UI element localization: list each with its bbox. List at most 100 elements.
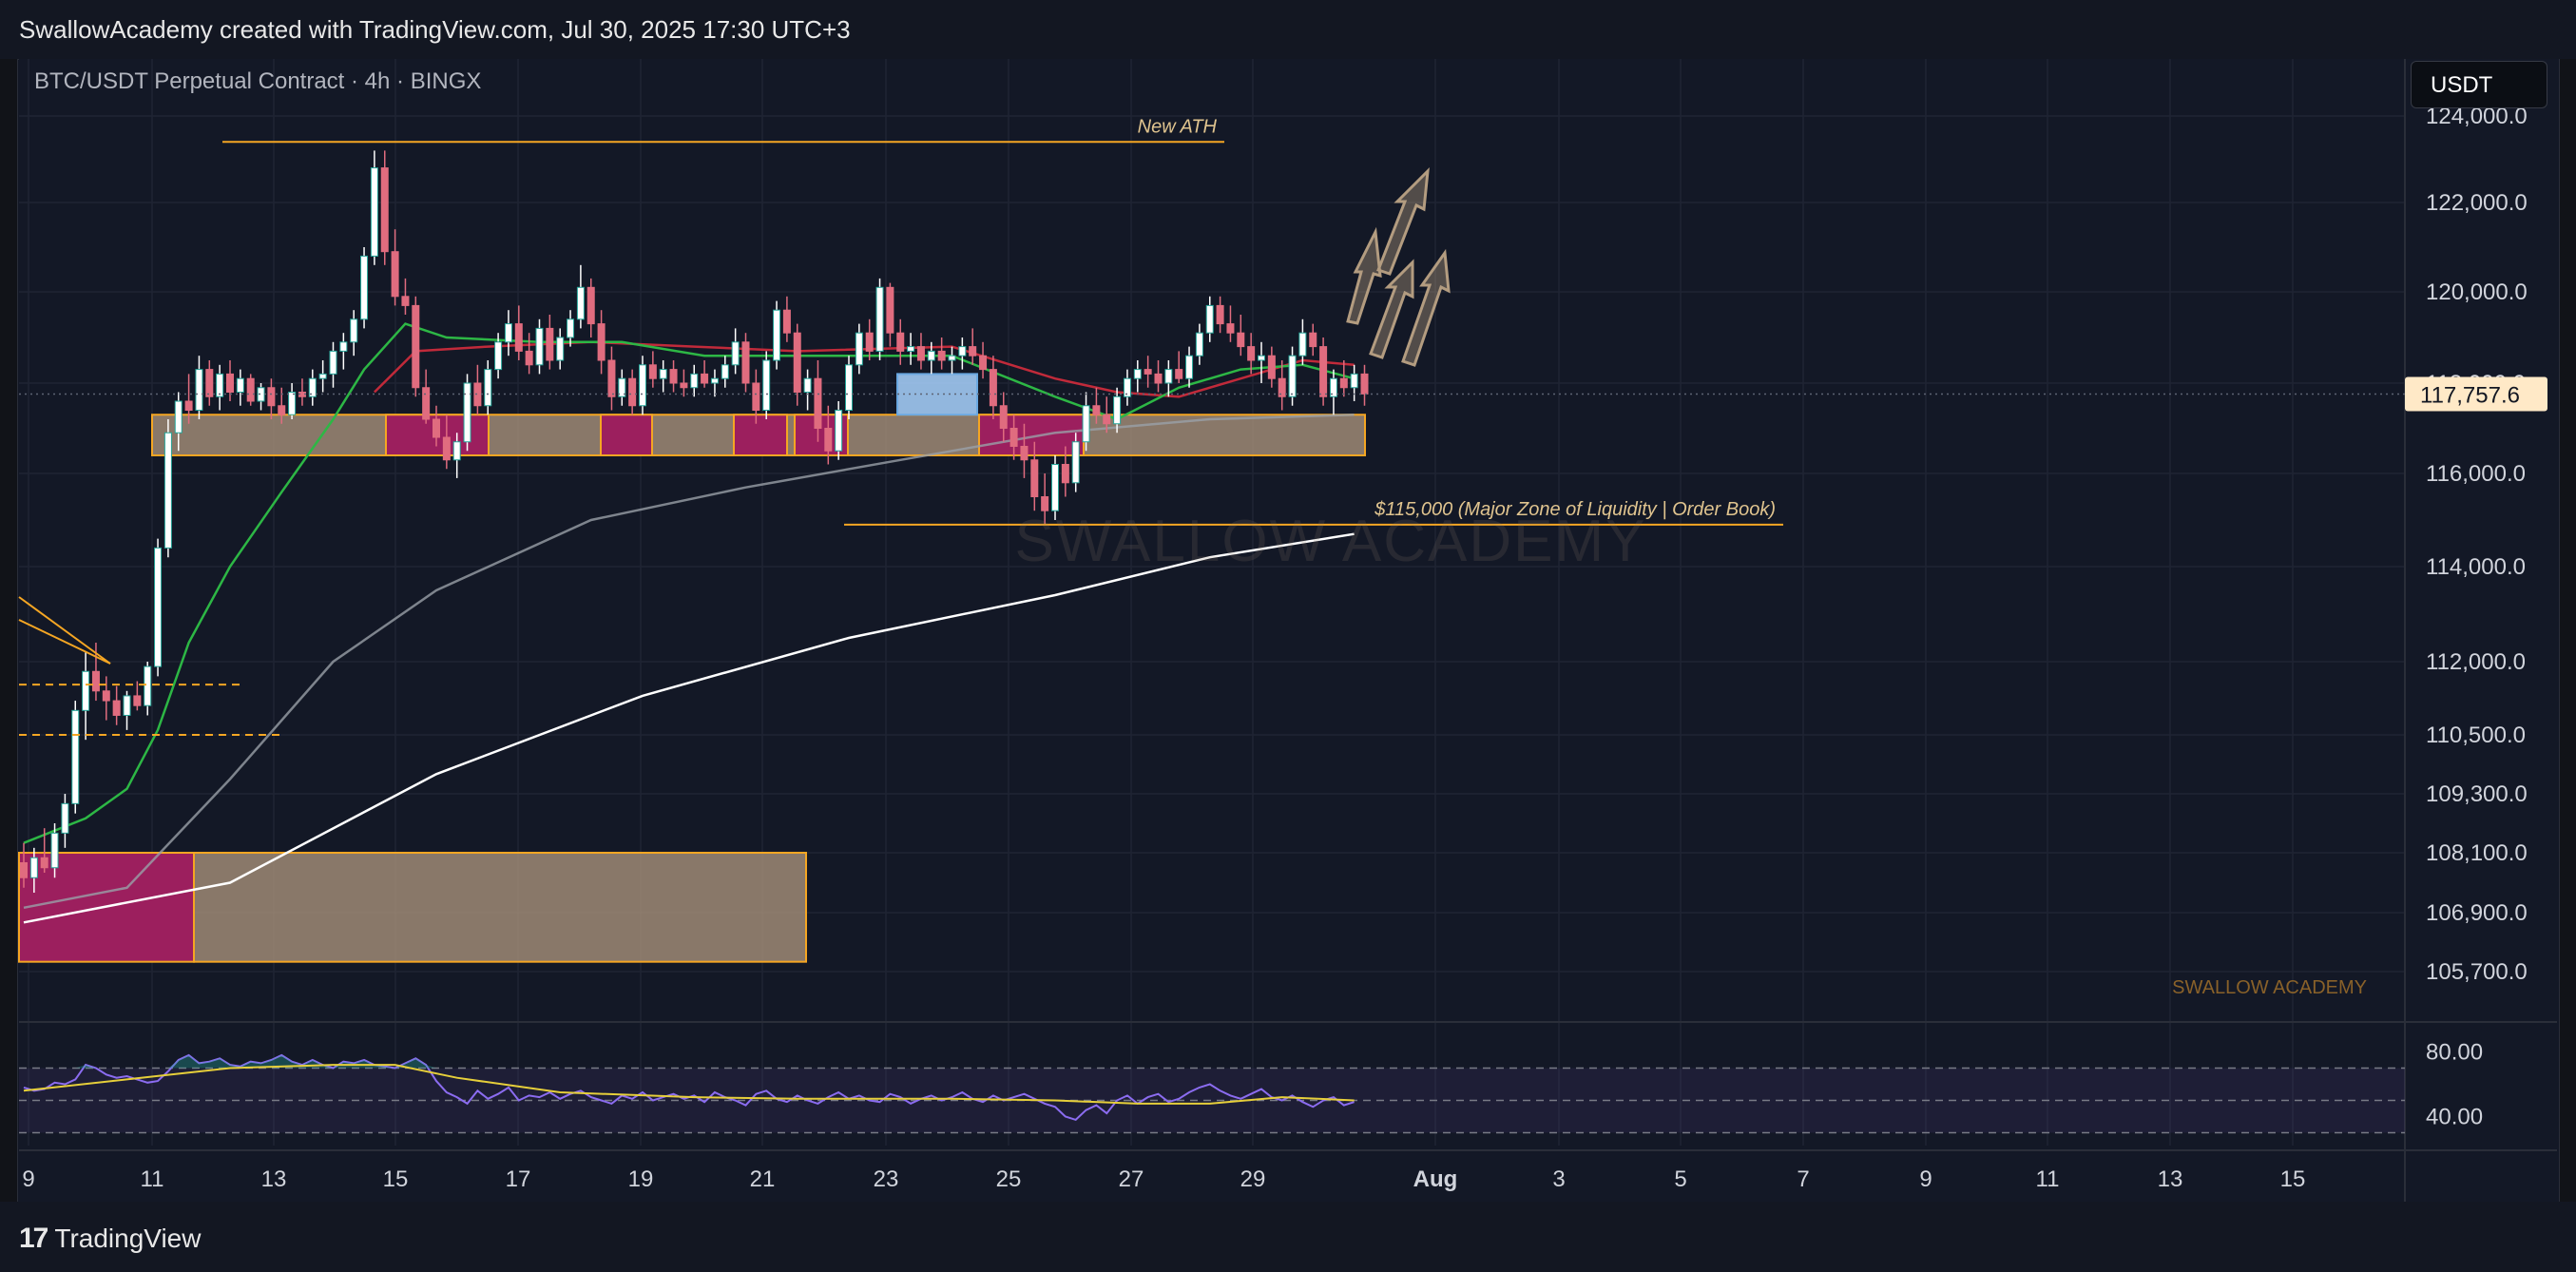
candle-body — [154, 547, 163, 667]
candle-body — [1288, 355, 1297, 397]
candle — [1071, 433, 1080, 492]
candle — [102, 676, 110, 721]
bottom-bar — [0, 1202, 2576, 1272]
candle-body — [50, 832, 59, 869]
candle — [1195, 323, 1203, 365]
candle-body — [628, 377, 637, 407]
candle-body — [133, 695, 142, 706]
candle — [391, 229, 399, 306]
candle — [412, 296, 420, 397]
candle — [762, 351, 771, 419]
candle-body — [452, 441, 461, 461]
candle — [855, 323, 863, 375]
candle — [246, 374, 255, 406]
grid-lines — [19, 59, 2559, 1202]
candle — [29, 847, 38, 893]
zones-layer — [18, 373, 1366, 963]
candle-body — [174, 400, 183, 434]
candle-body — [1082, 405, 1090, 443]
candle-body — [690, 373, 699, 389]
candle — [690, 364, 699, 397]
candle — [701, 360, 709, 388]
currency-button[interactable]: USDT — [2411, 61, 2547, 108]
candle-body — [1298, 332, 1307, 357]
candle — [1319, 337, 1328, 406]
x-tick-label: 3 — [1552, 1166, 1565, 1192]
x-tick-label: 5 — [1674, 1166, 1686, 1192]
candle — [473, 364, 482, 415]
candle-body — [752, 382, 760, 411]
candle-body — [1195, 332, 1203, 357]
symbol-title: BTC/USDT Perpetual Contract · 4h · BINGX — [34, 68, 482, 94]
candle-body — [1123, 377, 1131, 397]
candle-body — [412, 304, 420, 389]
watermark: SWALLOW ACADEMY — [1014, 509, 1646, 574]
demand-block — [978, 414, 1085, 456]
candle-body — [236, 377, 244, 394]
candle-body — [680, 382, 688, 389]
candle — [452, 433, 461, 478]
candle — [525, 333, 533, 375]
candle-body — [29, 857, 38, 878]
candle — [1041, 473, 1049, 525]
candle — [1133, 360, 1142, 393]
candle — [793, 323, 801, 406]
candle-body — [782, 309, 791, 334]
candle — [710, 369, 719, 397]
candle-body — [989, 369, 997, 407]
candle — [628, 369, 637, 415]
candle — [1309, 323, 1317, 357]
candle — [144, 662, 152, 716]
candle-body — [91, 670, 100, 692]
candle-body — [308, 377, 317, 397]
candle — [1164, 360, 1173, 397]
candle — [721, 356, 729, 388]
candle — [618, 369, 626, 406]
candle — [1051, 455, 1059, 520]
candle-body — [773, 309, 781, 361]
candle-body — [607, 359, 616, 397]
trendline — [18, 596, 111, 665]
candle-body — [1071, 441, 1080, 484]
candle — [1339, 360, 1348, 397]
candle — [1360, 364, 1369, 406]
candle-body — [896, 332, 905, 352]
candle — [1154, 360, 1163, 393]
candle-body — [504, 323, 512, 343]
candle-body — [246, 377, 255, 402]
candle-body — [1278, 377, 1286, 397]
plot-background — [19, 59, 2559, 1201]
candle-body — [61, 802, 69, 834]
candle — [1082, 392, 1090, 452]
candle-body — [1237, 332, 1245, 348]
candle — [71, 701, 80, 814]
candle-body — [1247, 346, 1256, 361]
candle-body — [1164, 369, 1173, 384]
x-tick-label: 21 — [750, 1166, 776, 1192]
candle-body — [1154, 373, 1163, 384]
candle — [184, 374, 193, 424]
tradingview-logo-text: TradingView — [54, 1224, 202, 1253]
candle — [896, 318, 905, 365]
candle — [1123, 369, 1131, 406]
candle — [123, 690, 131, 730]
candle-body — [721, 364, 729, 379]
candle — [1237, 315, 1245, 357]
candle-body — [1185, 355, 1194, 379]
x-tick-label: 23 — [874, 1166, 899, 1192]
tradingview-logo[interactable]: 17 TradingView — [19, 1223, 201, 1255]
candle — [1092, 387, 1101, 424]
candle — [1226, 305, 1235, 342]
candle-body — [422, 387, 431, 420]
candle — [835, 401, 843, 460]
candle-body — [824, 428, 833, 452]
candle — [494, 333, 503, 379]
x-tick-label: 9 — [22, 1166, 34, 1192]
candle-body — [586, 286, 595, 325]
candle — [803, 369, 812, 411]
candle-body — [514, 323, 523, 352]
candle — [1205, 296, 1214, 342]
candle-body — [999, 405, 1008, 429]
candle — [875, 278, 884, 360]
